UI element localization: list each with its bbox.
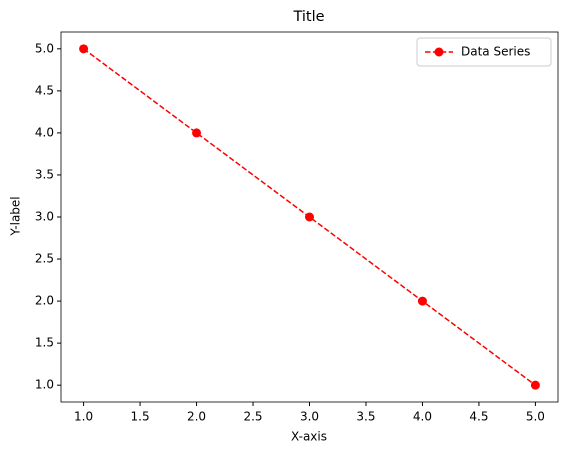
y-tick-label: 5.0	[35, 41, 54, 55]
x-tick-label: 4.5	[469, 410, 488, 424]
x-axis-label: X-axis	[291, 430, 327, 444]
data-point	[305, 212, 314, 222]
x-tick-label: 1.0	[74, 410, 93, 424]
chart-title: Title	[292, 9, 324, 25]
y-tick-label: 2.0	[35, 294, 54, 308]
y-tick-label: 1.0	[35, 378, 54, 392]
y-axis-label: Y-label	[9, 196, 23, 236]
x-tick-label: 5.0	[526, 410, 545, 424]
data-point	[417, 296, 427, 306]
data-point	[79, 44, 89, 54]
y-tick-label: 3.0	[35, 210, 54, 224]
y-tick-label: 2.5	[35, 252, 54, 266]
data-point	[530, 380, 540, 390]
y-tick-label: 4.5	[35, 83, 54, 97]
legend-box	[416, 37, 552, 67]
y-tick-label: 1.5	[35, 336, 54, 350]
legend-label: Data Series	[461, 45, 530, 59]
y-tick-label: 3.5	[35, 167, 54, 181]
x-tick-label: 2.0	[187, 410, 206, 424]
x-tick-label: 3.5	[356, 410, 375, 424]
x-tick-label: 1.5	[131, 410, 150, 424]
legend-marker	[434, 47, 444, 57]
plot-frame	[60, 31, 559, 403]
data-point	[192, 128, 202, 138]
x-tick-label: 4.0	[413, 410, 432, 424]
x-tick-label: 3.0	[300, 410, 319, 424]
x-tick-label: 2.5	[243, 410, 262, 424]
y-tick-label: 4.0	[35, 125, 54, 139]
